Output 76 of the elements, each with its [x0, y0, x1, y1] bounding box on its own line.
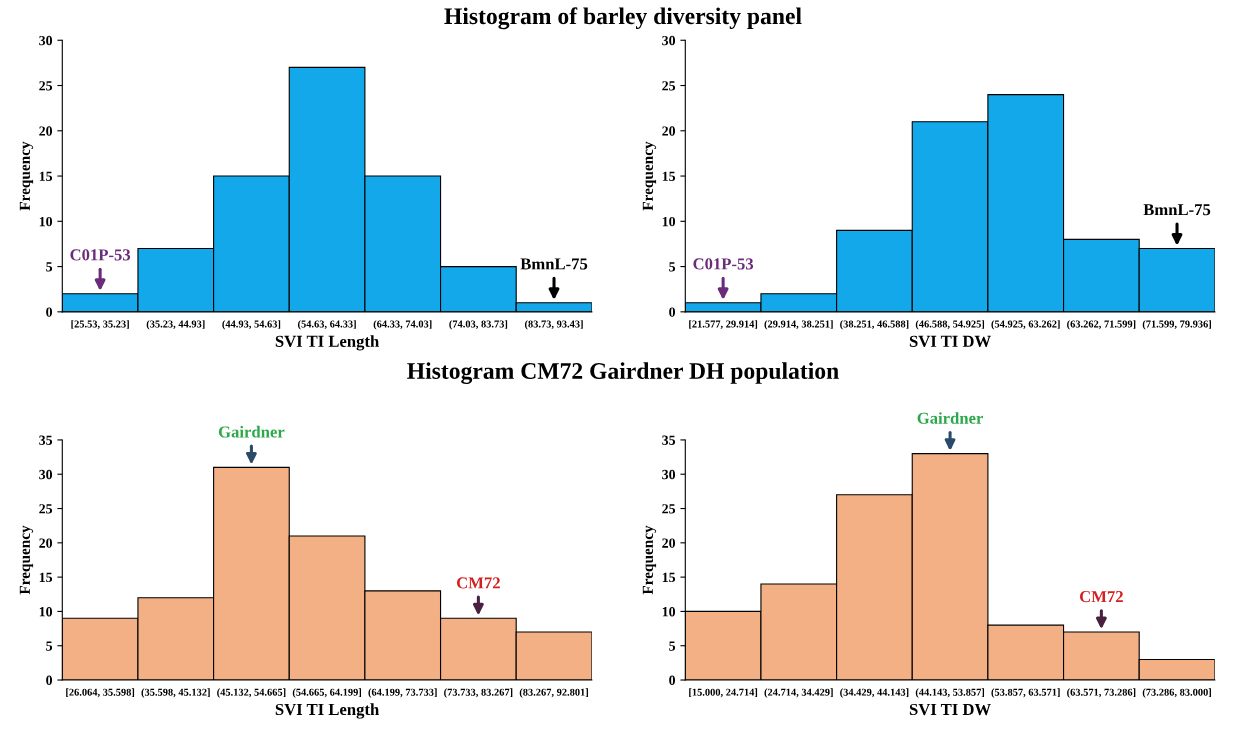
x-tick-label: [26.064, 35.598] — [66, 688, 135, 698]
y-tick-label: 35 — [662, 435, 676, 445]
annotation: BmnL-75 — [1143, 204, 1211, 216]
x-tick-label: (71.599, 79.936] — [1142, 320, 1211, 330]
x-tick-label: (44.93, 54.63] — [222, 320, 281, 330]
x-tick-label: (64.33, 74.03] — [373, 320, 432, 330]
y-tick-label: 0 — [669, 675, 676, 685]
x-axis-title: SVI TI DW — [909, 335, 991, 347]
x-axis-title: SVI TI DW — [909, 703, 991, 716]
y-tick-label: 30 — [662, 469, 676, 480]
y-tick-label: 30 — [662, 35, 676, 46]
x-tick-label: (29.914, 38.251] — [764, 320, 833, 330]
chart-title: Histogram of barley diversity panel — [444, 7, 802, 30]
y-tick-label: 30 — [39, 35, 53, 46]
x-tick-label: (83.267, 92.801] — [519, 688, 588, 698]
annotation: CM72 — [456, 577, 500, 589]
x-tick-label: (64.199, 73.733] — [368, 688, 437, 698]
x-tick-label: (38.251, 46.588] — [840, 320, 909, 330]
y-tick-label: 10 — [662, 607, 676, 617]
y-tick-label: 20 — [662, 538, 676, 548]
x-axis-title: SVI TI Length — [275, 335, 380, 351]
y-tick-label: 20 — [39, 126, 53, 136]
x-tick-label: (45.132, 54.665] — [217, 688, 286, 698]
x-tick-label: (34.429, 44.143] — [840, 688, 909, 698]
x-tick-label: [25.53, 35.23] — [71, 320, 129, 330]
x-tick-label: (46.588, 54.925] — [915, 320, 985, 330]
x-tick-label: (44.143, 53.857] — [915, 688, 985, 698]
annotation: BmnL-75 — [520, 258, 588, 270]
x-tick-label: (83.73, 93.43] — [524, 320, 583, 330]
y-tick-label: 35 — [39, 435, 53, 445]
y-tick-label: 15 — [39, 572, 53, 583]
annotation: Gairdner — [218, 425, 285, 438]
y-tick-label: 25 — [39, 81, 53, 91]
y-axis-title: Frequency — [19, 525, 34, 595]
y-tick-label: 5 — [46, 641, 53, 651]
x-tick-label: (53.857, 63.571] — [991, 688, 1060, 698]
y-tick-label: 15 — [662, 171, 676, 181]
x-tick-label: (73.286, 83.000] — [1142, 688, 1211, 698]
y-axis-title: Frequency — [642, 141, 657, 211]
annotation: Gairdner — [917, 412, 984, 424]
y-tick-label: 5 — [669, 641, 676, 651]
y-axis-title: Frequency — [642, 525, 657, 595]
x-tick-label: [21.577, 29.914] — [689, 320, 758, 330]
x-tick-label: (35.598, 45.132] — [141, 688, 210, 698]
y-tick-label: 25 — [662, 81, 676, 91]
chart-title: Histogram CM72 Gairdner DH population — [407, 362, 839, 384]
x-tick-label: (63.262, 71.599] — [1067, 320, 1136, 330]
y-axis-title: Frequency — [19, 141, 34, 211]
x-tick-label: (54.63, 64.33] — [298, 320, 356, 330]
y-tick-label: 20 — [662, 126, 676, 136]
y-tick-label: 0 — [669, 307, 676, 317]
y-tick-label: 0 — [46, 307, 53, 317]
x-tick-label: (24.714, 34.429] — [764, 688, 833, 698]
y-tick-label: 0 — [46, 675, 53, 685]
y-tick-label: 10 — [39, 216, 53, 227]
x-tick-label: (35.23, 44.93] — [146, 320, 205, 330]
annotation: C01P-53 — [70, 249, 131, 261]
annotation: C01P-53 — [693, 258, 754, 270]
y-tick-label: 25 — [662, 504, 676, 514]
y-tick-label: 15 — [39, 171, 53, 181]
x-tick-label: [15.000, 24.714] — [689, 688, 758, 698]
x-axis-title: SVI TI Length — [275, 703, 380, 719]
x-tick-label: (74.03, 83.73] — [449, 320, 508, 330]
x-tick-label: (54.665, 64.199] — [292, 688, 362, 698]
annotation: CM72 — [1079, 591, 1123, 603]
y-tick-label: 30 — [39, 469, 53, 480]
y-tick-label: 10 — [39, 607, 53, 617]
x-tick-label: (54.925, 63.262] — [991, 320, 1060, 330]
y-tick-label: 5 — [46, 262, 53, 272]
y-tick-label: 15 — [662, 572, 676, 583]
y-tick-label: 25 — [39, 504, 53, 514]
y-tick-label: 5 — [669, 262, 676, 272]
x-tick-label: (73.733, 83.267] — [444, 688, 513, 698]
y-tick-label: 20 — [39, 538, 53, 548]
y-tick-label: 10 — [662, 216, 676, 227]
x-tick-label: (63.571, 73.286] — [1067, 688, 1136, 698]
